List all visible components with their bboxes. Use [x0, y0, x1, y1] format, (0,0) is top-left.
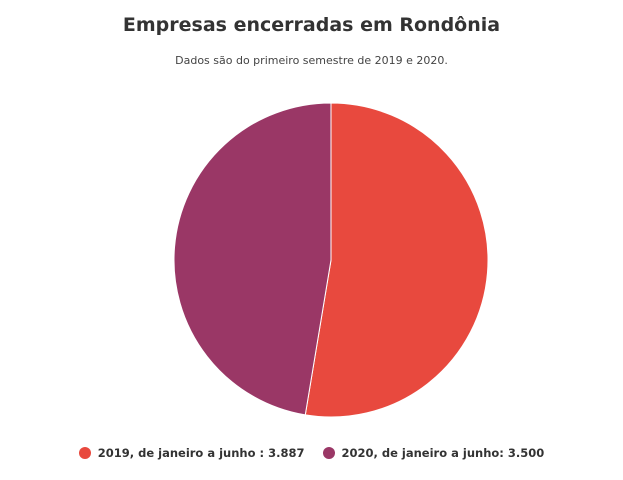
pie-slices [173, 102, 489, 418]
legend-marker-2020 [322, 447, 335, 459]
legend-item-2020[interactable]: 2020, de janeiro a junho: 3.500 [322, 446, 545, 460]
legend-label-2020: 2020, de janeiro a junho: 3.500 [341, 446, 545, 460]
legend: 2019, de janeiro a junho : 3.887 2020, d… [0, 446, 623, 460]
pie-slice-2019[interactable] [304, 102, 489, 418]
legend-item-2019[interactable]: 2019, de janeiro a junho : 3.887 [78, 446, 305, 460]
chart-subtitle: Dados são do primeiro semestre de 2019 e… [175, 54, 448, 67]
chart-title: Empresas encerradas em Rondônia [122, 14, 501, 36]
pie-chart [173, 102, 489, 418]
pie-slice-2020[interactable] [173, 102, 332, 416]
legend-label-2019: 2019, de janeiro a junho : 3.887 [97, 446, 305, 460]
legend-marker-2019 [78, 447, 91, 459]
